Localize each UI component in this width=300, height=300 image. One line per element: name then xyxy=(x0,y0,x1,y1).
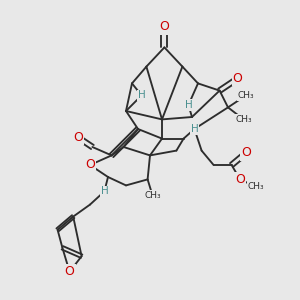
Text: O: O xyxy=(233,72,242,85)
Text: H: H xyxy=(100,186,108,197)
Text: O: O xyxy=(85,158,95,172)
Text: O: O xyxy=(241,146,251,160)
Text: O: O xyxy=(65,265,74,278)
Text: H: H xyxy=(138,90,146,100)
Text: H: H xyxy=(190,124,198,134)
Text: O: O xyxy=(235,173,245,186)
Text: CH₃: CH₃ xyxy=(235,115,252,124)
Text: CH₃: CH₃ xyxy=(144,190,161,200)
Text: O: O xyxy=(73,131,83,144)
Text: H: H xyxy=(184,100,192,110)
Text: O: O xyxy=(160,20,169,34)
Text: CH₃: CH₃ xyxy=(238,91,254,100)
Text: CH₃: CH₃ xyxy=(247,182,264,191)
